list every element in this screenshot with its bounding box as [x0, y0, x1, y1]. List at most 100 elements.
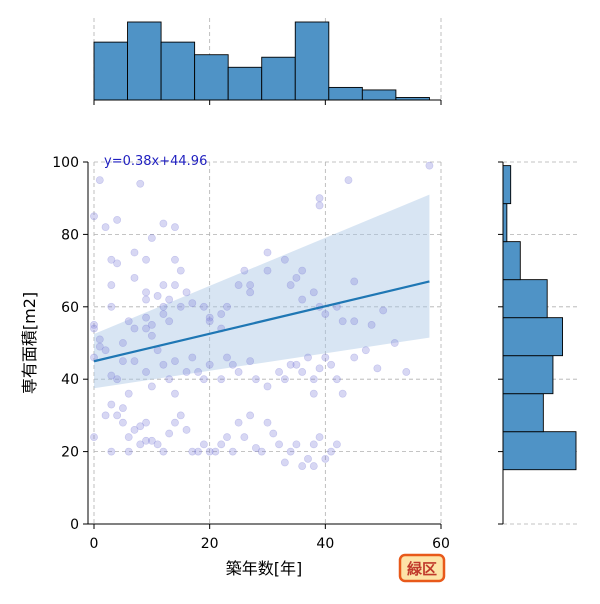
scatter-point — [309, 389, 318, 398]
scatter-point — [101, 411, 110, 420]
scatter-point — [153, 292, 162, 300]
scatter-point — [130, 273, 139, 282]
scatter-point — [159, 281, 168, 289]
scatter-point — [263, 266, 272, 275]
right-marginal-histogram — [498, 161, 580, 525]
scatter-point — [234, 418, 243, 427]
y-tick-label: 80 — [61, 227, 79, 243]
district-badge-label: 緑区 — [407, 560, 437, 578]
scatter-point — [90, 324, 98, 333]
scatter-point — [90, 212, 98, 221]
top-hist-bar — [194, 54, 229, 101]
scatter-point — [159, 310, 168, 318]
top-hist-bar — [127, 21, 162, 101]
scatter-point — [171, 418, 179, 427]
scatter-point — [147, 331, 156, 340]
scatter-point — [107, 302, 116, 311]
top-hist-bar — [160, 41, 196, 101]
axes: 0 20 40 60 0 20 40 60 80 100 — [52, 155, 450, 552]
scatter-point — [130, 248, 139, 257]
regression-line-group — [93, 280, 430, 363]
scatter-point — [390, 339, 399, 347]
right-hist-bar — [502, 241, 521, 281]
scatter-point — [246, 281, 255, 289]
scatter-point — [309, 462, 318, 470]
scatter-point — [402, 368, 411, 376]
scatter-point — [119, 404, 127, 413]
scatter-point — [171, 389, 179, 398]
scatter-point — [124, 447, 133, 456]
top-hist-bar — [294, 21, 330, 101]
scatter-point — [176, 266, 185, 275]
top-hist-bar — [361, 89, 397, 101]
scatter-point — [124, 317, 133, 326]
scatter-point — [147, 320, 156, 329]
scatter-point — [246, 411, 255, 420]
scatter-point — [130, 324, 139, 333]
scatter-point — [286, 447, 295, 456]
scatter-point — [361, 346, 370, 355]
scatter-point — [107, 371, 116, 380]
scatter-point — [159, 302, 168, 311]
scatter-point — [119, 418, 127, 427]
right-hist-bar — [502, 431, 577, 471]
x-tick-label: 20 — [201, 536, 219, 552]
scatter-point — [275, 440, 283, 449]
scatter-point — [298, 462, 307, 470]
scatter-point — [223, 302, 231, 311]
scatter-point — [119, 357, 127, 365]
scatter-point — [263, 248, 272, 257]
scatter-point — [188, 299, 197, 308]
scatter-point — [147, 436, 156, 445]
scatter-point — [90, 433, 98, 442]
scatter-point — [107, 255, 116, 264]
confidence-band — [94, 194, 430, 389]
scatter-point — [101, 346, 110, 355]
scatter-point — [315, 201, 324, 210]
regression-equation-label: y=0.38x+44.96 — [104, 154, 207, 169]
scatter-point — [298, 266, 307, 275]
main-scatter-plot: 0 20 40 60 0 20 40 60 80 100 — [52, 155, 450, 552]
scatter-point — [304, 353, 312, 362]
top-hist-bar — [328, 86, 363, 101]
scatter-point — [373, 364, 382, 373]
scatter-point — [165, 295, 174, 304]
scatter-point — [309, 375, 318, 384]
grid-lines — [93, 161, 442, 525]
x-tick-label: 40 — [316, 536, 334, 552]
scatter-point — [124, 389, 133, 398]
scatter-point — [182, 288, 191, 297]
right-hist-bar — [502, 203, 508, 243]
right-hist-bar — [502, 165, 512, 205]
x-tick-label: 60 — [432, 536, 450, 552]
scatter-point — [332, 440, 341, 449]
scatter-point — [350, 317, 359, 326]
scatter-point — [165, 375, 174, 384]
scatter-point — [217, 310, 226, 318]
scatter-point — [280, 375, 289, 384]
scatter-point — [205, 360, 214, 369]
scatter-point — [350, 353, 359, 362]
scatter-point — [113, 411, 122, 420]
scatter-point — [315, 433, 324, 442]
scatter-point — [130, 357, 139, 365]
scatter-point — [367, 320, 376, 329]
scatter-point — [292, 360, 301, 369]
scatter-point — [171, 223, 179, 232]
top-marginal-histogram — [93, 18, 442, 105]
scatter-point — [263, 418, 272, 427]
y-tick-label: 100 — [52, 155, 79, 171]
scatter-point — [107, 400, 116, 409]
scatter-point — [228, 360, 237, 369]
top-hist-bar — [93, 41, 128, 101]
scatter-point — [147, 234, 156, 242]
scatter-point — [142, 418, 150, 427]
scatter-point — [211, 447, 220, 456]
scatter-points — [90, 161, 434, 470]
top-hist-bar — [261, 56, 296, 101]
scatter-point — [338, 317, 347, 326]
right-hist-bar — [502, 355, 554, 395]
scatter-point — [136, 440, 145, 449]
scatter-point — [165, 317, 174, 326]
